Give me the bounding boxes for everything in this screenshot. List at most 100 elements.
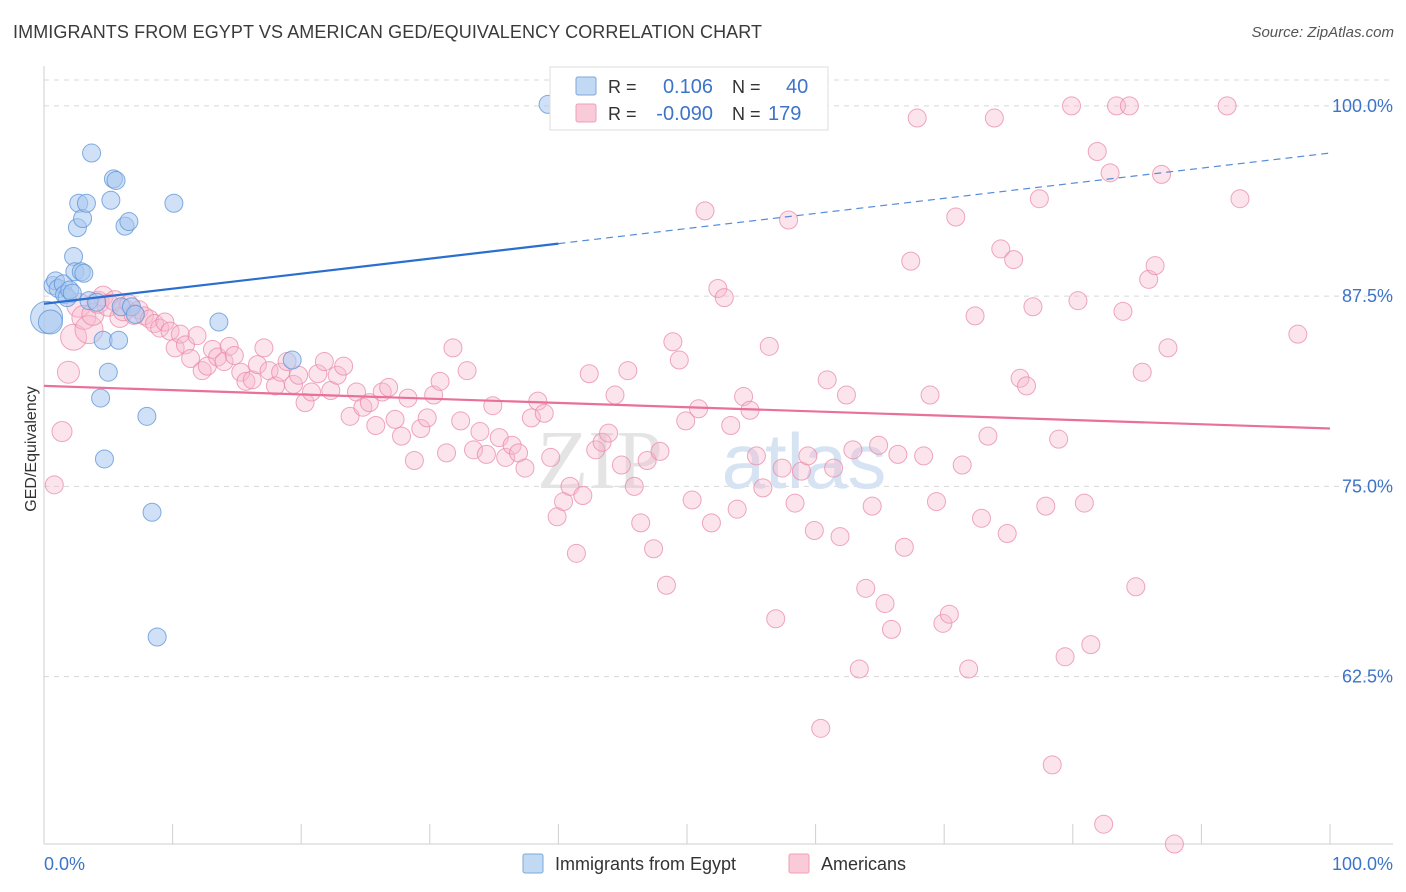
americans-point-135 [869,435,889,455]
legend-n-label-2: N = [732,104,761,124]
americans-point-73 [470,422,490,442]
americans-point-149 [959,659,979,679]
americans-point-84 [541,447,561,467]
americans-point-160 [1029,189,1049,209]
americans-point-56 [359,393,379,413]
americans-point-95 [611,455,631,475]
legend-swatch-blue [575,76,597,96]
egypt-trend-line-solid [43,242,559,305]
y-tick-label-1: 75.0% [1342,476,1393,496]
americans-point-34 [224,345,244,365]
egypt-point-23 [94,449,114,469]
americans-point-143 [920,385,940,405]
americans-point-2 [56,360,80,384]
axis-layer [43,66,1393,845]
americans-point-87 [560,476,580,496]
americans-point-181 [1164,834,1184,854]
americans-point-120 [772,458,792,478]
americans-point-178 [1145,256,1165,276]
source-label: Source: ZipAtlas.com [1251,24,1394,41]
americans-point-98 [631,513,651,533]
egypt-point-21 [91,388,111,408]
egypt-point-36 [147,627,167,647]
egypt-point-17 [76,193,96,213]
americans-point-71 [457,361,477,381]
bottom-legend: Immigrants from Egypt Americans [522,853,906,874]
americans-point-88 [566,543,586,563]
americans-point-47 [301,382,321,402]
americans-point-127 [817,370,837,390]
trend-layer [43,152,1331,430]
americans-point-165 [1062,96,1082,116]
chart-title: IMMIGRANTS FROM EGYPT VS AMERICAN GED/EQ… [13,22,763,42]
egypt-point-39 [282,350,302,370]
egypt-point-25 [101,190,121,210]
y-tick-label-0: 62.5% [1342,667,1393,687]
americans-point-52 [334,356,354,376]
americans-point-167 [1074,493,1094,513]
americans-point-180 [1158,338,1178,358]
americans-point-142 [914,446,934,466]
americans-point-108 [695,201,715,221]
americans-point-57 [366,415,386,435]
americans-point-83 [534,403,554,423]
points-layer [30,94,1308,854]
legend-box: R = 0.106 N = 40 R = -0.090 N = 179 [549,66,829,131]
americans-point-133 [856,578,876,598]
americans-point-103 [663,332,683,352]
americans-point-122 [785,493,805,513]
egypt-point-16 [74,263,94,283]
egypt-point-24 [98,362,118,382]
americans-point-26 [181,349,201,369]
legend-swatch-pink [575,103,597,123]
americans-point-171 [1100,163,1120,183]
americans-point-111 [714,288,734,308]
americans-point-182 [1217,96,1237,116]
americans-point-78 [502,435,522,455]
egypt-point-1 [37,309,63,335]
americans-point-174 [1119,96,1139,116]
americans-point-147 [946,207,966,227]
egypt-point-19 [82,143,102,163]
americans-point-164 [1055,647,1075,667]
egypt-point-31 [119,212,139,232]
americans-point-151 [971,508,991,528]
americans-point-126 [811,718,831,738]
americans-point-36 [236,371,256,391]
legend-n-value-1: 40 [786,76,808,98]
americans-point-100 [644,539,664,559]
americans-point-161 [1036,496,1056,516]
egypt-point-35 [142,502,162,522]
americans-point-61 [392,426,412,446]
americans-point-97 [624,476,644,496]
egypt-point-34 [137,406,157,426]
americans-point-81 [521,408,541,428]
americans-point-140 [901,251,921,271]
americans-point-67 [430,371,450,391]
americans-point-21 [155,312,175,332]
americans-point-90 [579,364,599,384]
x-axis-max-label: 100.0% [1332,854,1393,874]
americans-point-109 [701,513,721,533]
americans-point-134 [862,496,882,516]
legend-n-label-1: N = [732,77,761,97]
americans-point-159 [1023,297,1043,317]
americans-point-89 [573,485,593,505]
americans-point-148 [952,455,972,475]
americans-point-68 [437,443,457,463]
americans-point-136 [875,594,895,614]
americans-point-179 [1152,164,1172,184]
x-axis-min-label: 0.0% [44,854,85,874]
americans-point-65 [417,408,437,428]
americans-point-38 [247,355,267,375]
americans-point-113 [727,499,747,519]
americans-point-183 [1230,189,1250,209]
americans-point-20 [150,318,170,338]
americans-point-169 [1087,142,1107,162]
y-tick-label-3: 100.0% [1332,96,1393,116]
egypt-point-27 [106,170,126,190]
americans-point-91 [586,440,606,460]
americans-point-64 [411,419,431,439]
americans-point-39 [254,338,274,358]
